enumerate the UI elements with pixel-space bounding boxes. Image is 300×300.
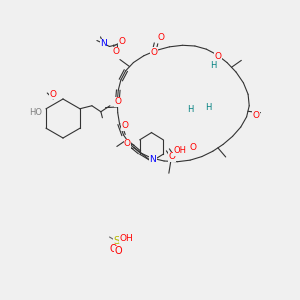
Text: O: O [124,140,131,148]
Text: O: O [115,246,122,256]
Text: N: N [100,39,107,48]
Text: O: O [190,143,197,152]
Text: O: O [158,33,165,42]
Text: S: S [114,236,120,247]
Text: O: O [150,48,158,57]
Text: O: O [215,52,222,61]
Text: OH: OH [173,146,187,155]
Text: H: H [187,105,194,114]
Text: O: O [168,152,175,161]
Text: O: O [114,98,122,106]
Text: H: H [205,103,211,112]
Text: OH: OH [119,234,133,243]
Text: O: O [110,244,117,254]
Text: HO: HO [29,108,43,117]
Text: H: H [210,61,216,70]
Text: O: O [252,111,259,120]
Text: O: O [50,90,57,99]
Text: O: O [112,47,120,56]
Text: O: O [121,122,128,130]
Text: N: N [150,155,156,164]
Text: O: O [118,38,126,46]
